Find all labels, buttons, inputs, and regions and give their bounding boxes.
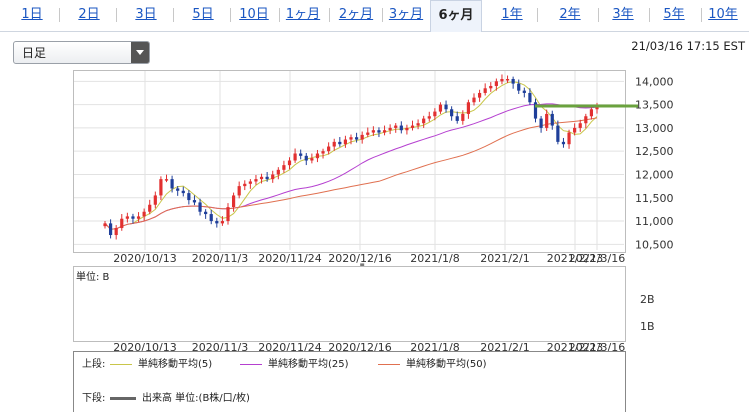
y-tick-label: 11,500 [635, 192, 674, 205]
legend-lower-label: 下段: [82, 393, 106, 404]
tab-14[interactable]: 10年 [708, 7, 738, 22]
tab-9[interactable]: 6ヶ月 [430, 0, 482, 32]
tab-separator [230, 8, 231, 22]
period-tabs: 1日 2日 3日 5日 10日 1ヶ月 2ヶ月 3ヶ月 6ヶ月 1年 2年 3年 5年 10年 [0, 0, 749, 32]
chart-legend: 上段: 単純移動平均(5) 単純移動平均(25) 単純移動平均(50) 下段: … [73, 351, 626, 412]
tab-6[interactable]: 1ヶ月 [285, 7, 321, 22]
tab-3[interactable]: 3日 [135, 7, 157, 22]
volume-chart-panel [73, 266, 626, 342]
y-tick-label: 12,000 [635, 168, 674, 181]
tab-5[interactable]: 10日 [239, 7, 269, 22]
legend-item-ma5: 単純移動平均(5) [110, 355, 212, 370]
tab-11[interactable]: 2年 [559, 7, 581, 22]
tab-separator [382, 8, 383, 22]
x-tick-label: 2020/10/13 [113, 252, 176, 265]
tab-separator [329, 8, 330, 22]
x-tick-label: 2020/11/3 [192, 252, 248, 265]
volume-tick-label: 2B [640, 293, 655, 306]
tab-separator [598, 8, 599, 22]
tab-8[interactable]: 3ヶ月 [388, 7, 424, 22]
legend-upper-label: 上段: [82, 359, 106, 370]
x-tick-label: 2021/2/23 [547, 252, 603, 265]
interval-select[interactable]: 日足 [13, 41, 150, 64]
x-tick-label: 2021/2/1 [480, 252, 529, 265]
tab-4[interactable]: 5日 [192, 7, 214, 22]
price-chart-panel [73, 70, 626, 253]
legend-item-ma25: 単純移動平均(25) [240, 355, 349, 370]
tab-separator [537, 8, 538, 22]
interval-select-value: 日足 [22, 46, 47, 60]
y-tick-label: 13,000 [635, 122, 674, 135]
tab-10[interactable]: 1年 [501, 7, 523, 22]
tab-separator [173, 8, 174, 22]
tab-13[interactable]: 5年 [663, 7, 685, 22]
chevron-down-icon[interactable] [131, 42, 149, 63]
tab-separator [649, 8, 650, 22]
legend-item-ma50: 単純移動平均(50) [378, 355, 487, 370]
tab-12[interactable]: 3年 [612, 7, 634, 22]
tab-separator [59, 8, 60, 22]
y-tick-label: 13,500 [635, 99, 674, 112]
tab-separator [116, 8, 117, 22]
tab-separator [701, 8, 702, 22]
x-tick-label: 2020/12/16 [328, 252, 391, 265]
y-tick-label: 12,500 [635, 145, 674, 158]
y-tick-label: 10,500 [635, 238, 674, 251]
y-tick-label: 14,000 [635, 75, 674, 88]
volume-tick-label: 1B [640, 320, 655, 333]
x-tick-label: 2020/11/24 [258, 252, 321, 265]
x-tick-label: 2021/1/8 [410, 252, 459, 265]
y-tick-label: 11,000 [635, 215, 674, 228]
tab-2[interactable]: 2日 [78, 7, 100, 22]
tab-7[interactable]: 2ヶ月 [338, 7, 374, 22]
x-tick-label: 2021/3/16 [569, 252, 625, 265]
legend-item-volume: 出来高 単位:(B株/口/枚) [110, 389, 250, 404]
volume-unit-label: 単位: B [76, 272, 110, 283]
timestamp: 21/03/16 17:15 EST [631, 39, 745, 53]
tab-separator [279, 8, 280, 22]
tab-1[interactable]: 1日 [21, 7, 43, 22]
